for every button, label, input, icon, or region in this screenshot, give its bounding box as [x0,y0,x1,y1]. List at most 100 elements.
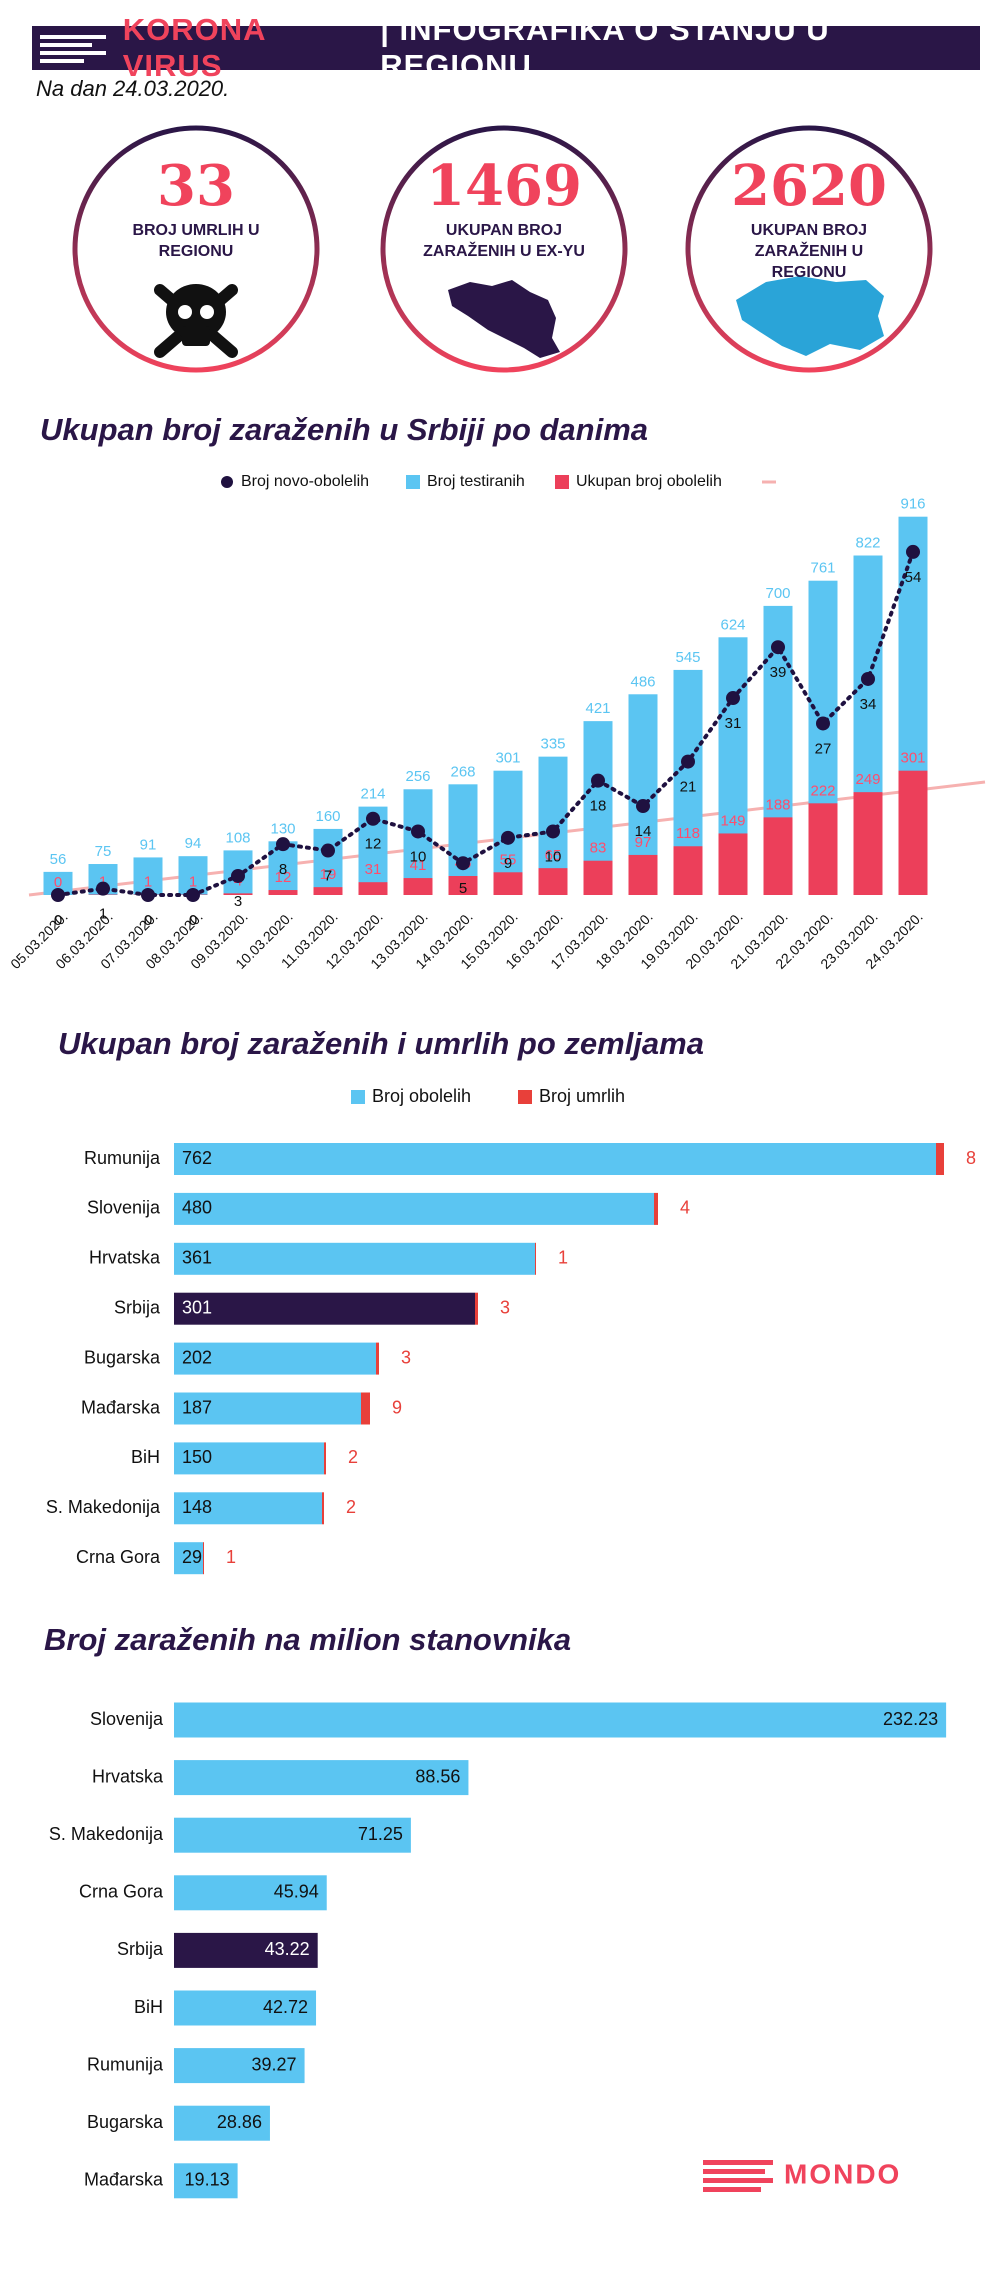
value-label: 149 [720,812,745,829]
legend-swatch [518,1090,532,1104]
y-tick-label: Bugarska [84,1347,161,1367]
value-label: 486 [630,673,655,690]
value-label: 130 [270,820,295,837]
value-label: 42.72 [263,1997,308,2017]
point [771,640,785,655]
y-tick-label: Slovenija [90,1709,164,1729]
point [186,888,200,902]
value-label: 19.13 [185,2170,230,2190]
bar [174,1702,947,1738]
value-label: 249 [855,771,880,788]
value-label: 97 [635,834,652,851]
value-label: 761 [810,560,835,577]
bar [174,2048,305,2084]
header-bar: KORONA VIRUS | INFOGRAFIKA O STANJU U RE… [32,12,980,83]
legend-label: Broj testiranih [427,473,525,490]
stat-value: 1469 [426,153,582,219]
value-label: 301 [182,1297,212,1317]
bar [313,828,343,895]
point-label: 27 [815,740,832,757]
bar [583,860,613,895]
value-label: 94 [185,835,202,852]
point-label: 14 [635,823,652,840]
bar [376,1342,379,1375]
bar [718,833,748,895]
value-label: 268 [450,763,475,780]
value-label: 28.86 [217,2112,262,2132]
region-map [736,276,884,356]
stat-ring [380,125,628,373]
bar [174,1542,203,1575]
point [456,856,470,871]
value-label: 150 [182,1447,212,1467]
point [591,773,605,788]
bar [535,1242,536,1275]
bar [174,1492,322,1525]
value-label: 700 [765,585,790,602]
value-label: 1 [558,1248,568,1268]
point-label: 0 [189,912,197,929]
exyu-map [448,280,560,358]
value-label: 41 [410,857,427,874]
bar [403,878,433,895]
point [141,888,155,902]
bar [43,871,73,895]
point-label: 0 [144,912,152,929]
value-label: 916 [900,496,925,513]
y-tick-label: BiH [131,1447,160,1467]
point-label: 34 [860,696,877,713]
chart-title: Ukupan broj zaraženih i umrlih po zemlja… [58,1026,704,1061]
bar [538,868,568,895]
legend-swatch [406,475,420,489]
value-label: 31 [365,861,382,878]
bar [268,890,298,895]
stat: 2620 UKUPAN BROJ ZARAŽENIH U REGIONU [709,156,909,283]
y-tick-label: Crna Gora [76,1547,161,1567]
value-label: 43.22 [265,1939,310,1959]
point-label: 31 [725,715,742,732]
point [321,843,335,858]
y-tick-label: Srbija [117,1939,164,1959]
value-label: 29 [182,1547,202,1567]
value-label: 2 [346,1497,356,1517]
bar [936,1143,944,1175]
bar [174,1760,469,1796]
bar [174,1242,535,1275]
value-label: 187 [182,1397,212,1417]
value-label: 0 [54,874,62,891]
value-label: 39.27 [252,2054,297,2074]
point-label: 10 [545,848,562,865]
value-label: 335 [540,736,565,753]
value-label: 4 [680,1198,690,1218]
value-label: 301 [900,750,925,767]
point [726,691,740,706]
value-label: 9 [392,1397,402,1417]
bar [808,803,838,895]
bar [853,792,883,895]
y-tick-label: BiH [134,1997,163,2017]
skull-icon [154,284,238,358]
bar [654,1192,658,1225]
value-label: 75 [95,843,112,860]
bar [223,893,253,895]
point-label: 5 [459,880,467,897]
header-title-red: KORONA VIRUS [122,12,266,83]
point-label: 18 [590,798,607,815]
point-label: 39 [770,664,787,681]
y-tick-label: Srbija [114,1297,161,1317]
bar [493,872,523,895]
bar [174,1192,654,1225]
legend-label: Ukupan broj obolelih [576,473,722,490]
stat-ring [72,125,320,373]
bar [174,2163,238,2199]
point [366,811,380,826]
value-label: 91 [140,836,157,853]
value-label: 3 [401,1347,411,1367]
value-label: 88.56 [415,1766,460,1786]
point [51,888,65,902]
legend-label: Broj umrlih [539,1086,625,1106]
point [681,754,695,769]
value-label: 222 [810,782,835,799]
value-label: 108 [225,829,250,846]
logo-text: MONDO [784,2158,901,2189]
